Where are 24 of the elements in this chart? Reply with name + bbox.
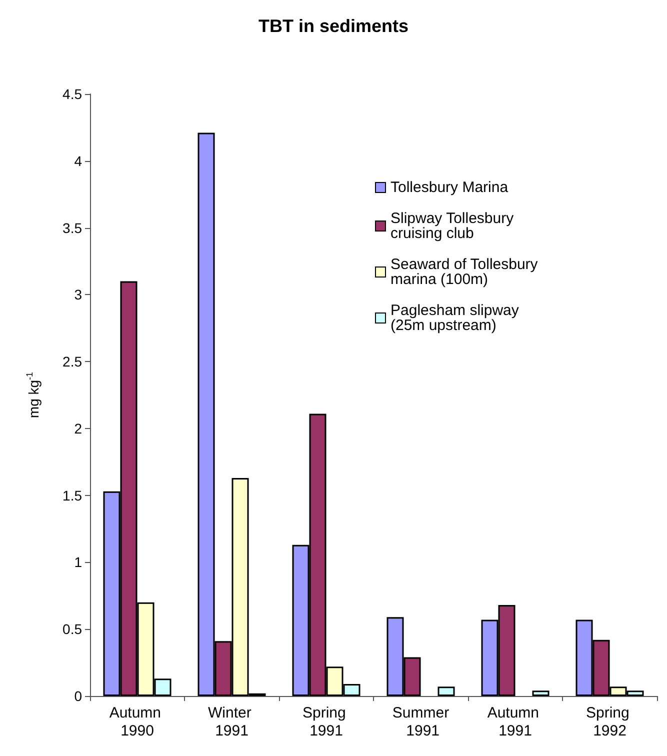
bar — [438, 686, 455, 696]
bar — [532, 690, 550, 696]
y-tick-label: 3.5 — [62, 220, 82, 236]
y-tick-label: 2 — [74, 420, 82, 436]
y-tick-label: 1 — [74, 554, 82, 570]
x-tick-label: Autumn 1991 — [487, 704, 544, 740]
chart-title: TBT in sediments — [258, 16, 409, 36]
x-tick-label: Autumn 1990 — [109, 704, 166, 740]
y-tick-label: 0 — [74, 688, 82, 704]
legend-label: Seaward of Tollesbury marina (100m) — [390, 256, 542, 288]
y-tick-label: 0.5 — [62, 621, 82, 638]
x-tick-label: Spring 1992 — [586, 704, 634, 740]
x-tick-label: Summer 1991 — [392, 704, 450, 740]
y-axis-title: mg kg-1 — [24, 372, 42, 418]
y-tick-label: 3 — [74, 286, 82, 303]
legend-label: Paglesham slipway (25m upstream) — [390, 302, 524, 334]
y-tick-label: 4 — [74, 152, 82, 169]
legend-label: Tollesbury Marina — [390, 179, 509, 196]
y-tick-label: 4.5 — [62, 86, 82, 102]
x-tick-label: Spring 1991 — [302, 704, 350, 740]
legend-label: Slipway Tollesbury cruising club — [390, 210, 518, 242]
y-tick-label: 2.5 — [62, 354, 82, 370]
y-tick-label: 1.5 — [62, 487, 82, 504]
x-tick-label: Winter 1991 — [208, 704, 256, 740]
